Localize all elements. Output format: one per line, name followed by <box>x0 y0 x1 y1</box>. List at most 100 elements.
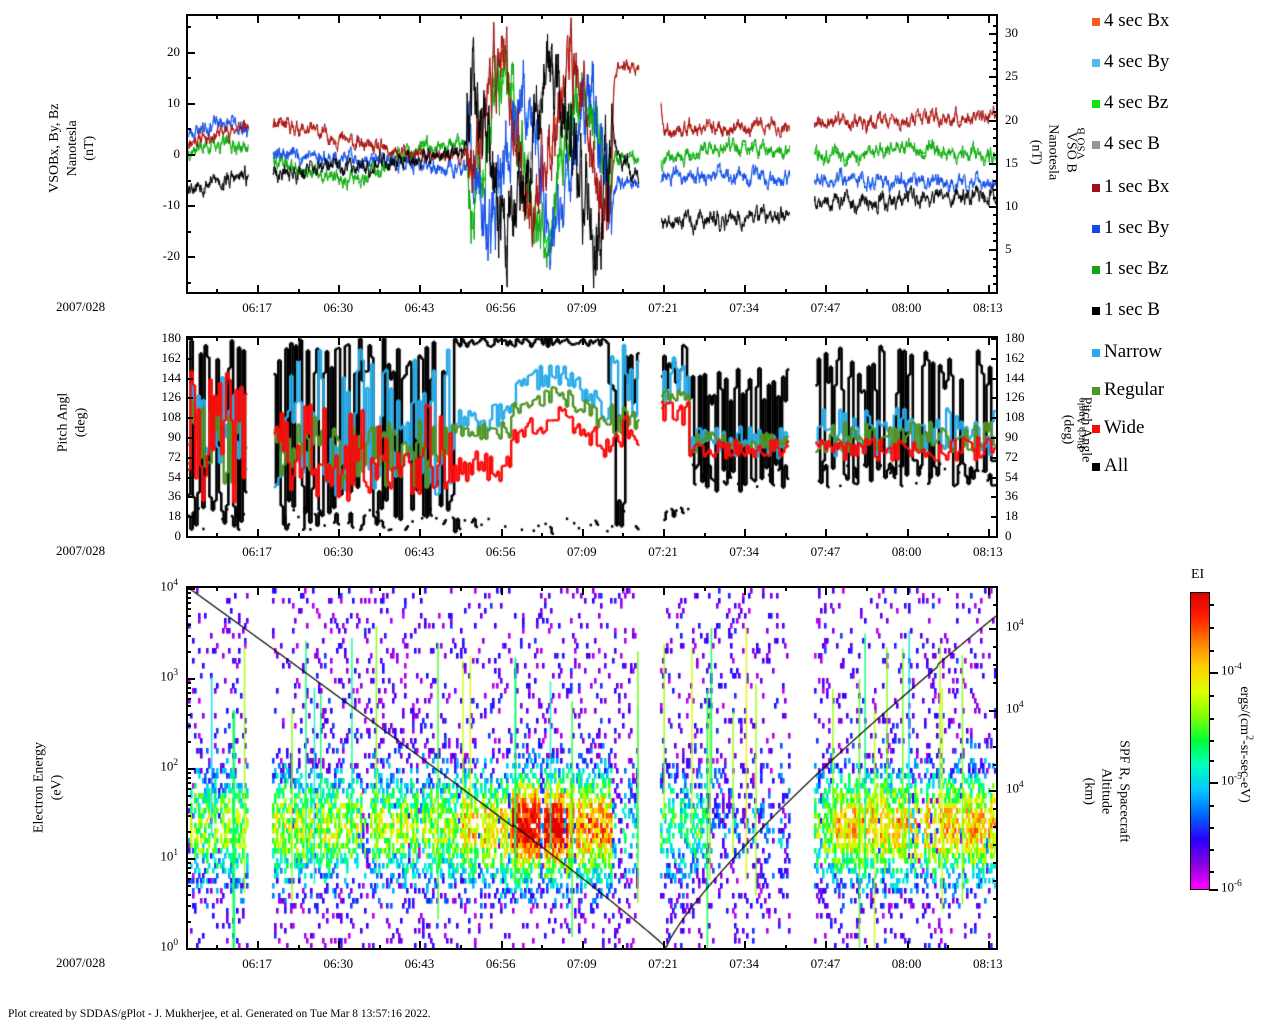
y-axis-tick <box>186 397 193 399</box>
y-axis-tick-label-right: 25 <box>1005 68 1018 83</box>
y-axis-minor-tick-right <box>993 862 998 864</box>
x-axis-tick <box>257 586 260 595</box>
y-axis-minor-tick <box>186 128 191 130</box>
y-axis-tick-label: 144 <box>161 370 182 385</box>
colorbar-tick <box>1209 782 1218 784</box>
x-axis-tick-label: 06:56 <box>485 544 516 559</box>
x-axis-tick-label: 08:13 <box>972 300 1003 315</box>
y-axis-minor-tick <box>186 872 191 874</box>
x-axis-tick-label: 06:30 <box>323 544 354 559</box>
colorbar-minor-tick <box>1209 849 1214 851</box>
y-axis-minor-tick <box>186 815 191 817</box>
y-axis-tick <box>186 477 193 479</box>
colorbar-minor-tick <box>1209 760 1214 762</box>
y-axis-minor-tick <box>186 878 191 880</box>
y-axis-tick <box>186 378 193 380</box>
y-axis-tick-label: 90 <box>168 429 181 444</box>
spectrogram-date-label: 2007/028 <box>56 955 106 970</box>
x-axis-minor-tick <box>865 289 868 294</box>
legend-label[interactable]: 4 sec Bz <box>1104 92 1169 113</box>
y-axis-tick-label: 126 <box>161 389 182 404</box>
legend-label[interactable]: 4 sec By <box>1104 51 1170 72</box>
y-axis-minor-tick-right <box>993 68 998 70</box>
y-axis-tick-right <box>989 710 998 712</box>
x-axis-tick <box>338 529 341 538</box>
x-axis-minor-tick <box>784 289 787 294</box>
x-axis-minor-tick <box>622 14 625 19</box>
y-axis-minor-tick <box>186 698 191 700</box>
x-axis-tick <box>744 529 747 538</box>
x-axis-minor-tick <box>703 336 706 341</box>
y-axis-tick-label: 101 <box>160 848 178 864</box>
y-axis-minor-tick <box>186 682 191 684</box>
spectrogram-y-axis-title: Electron Energy (eV) <box>31 741 65 834</box>
x-axis-minor-tick <box>297 533 300 538</box>
x-axis-minor-tick <box>703 289 706 294</box>
y-axis-tick <box>186 678 195 680</box>
x-axis-tick-label: 06:56 <box>485 956 516 971</box>
legend-label[interactable]: Wide <box>1104 417 1145 438</box>
y-axis-minor-tick <box>186 635 191 637</box>
x-axis-minor-tick <box>216 289 219 294</box>
y-axis-minor-tick-right <box>993 128 998 130</box>
legend-label[interactable]: 1 sec Bx <box>1104 176 1170 197</box>
y-axis-tick <box>186 536 193 538</box>
x-axis-minor-tick <box>541 289 544 294</box>
legend-label[interactable]: 1 sec Bz <box>1104 258 1169 279</box>
x-axis-tick <box>500 941 503 950</box>
pitch-angle-y-axis-title: Pitch Angl (deg) <box>55 392 89 453</box>
y-axis-tick <box>186 256 195 258</box>
y-axis-tick-label: 36 <box>168 488 181 503</box>
legend-swatch <box>1092 307 1100 315</box>
y-axis-tick <box>186 205 195 207</box>
x-axis-tick-label: 06:43 <box>404 300 435 315</box>
legend-label[interactable]: Narrow <box>1104 341 1163 362</box>
colorbar-minor-tick <box>1209 627 1214 629</box>
y-axis-minor-tick-right <box>993 826 998 828</box>
y-axis-tick-right <box>991 477 998 479</box>
y-axis-minor-tick-right <box>993 746 998 748</box>
y-axis-minor-tick-right <box>993 180 998 182</box>
x-axis-minor-tick <box>216 336 219 341</box>
y-axis-minor-tick-right <box>993 154 998 156</box>
colorbar-minor-tick <box>1209 695 1214 697</box>
y-axis-tick-label-right: 108 <box>1005 409 1025 424</box>
y-axis-minor-tick-right <box>993 197 998 199</box>
y-axis-tick-label: 72 <box>168 449 181 464</box>
y-axis-tick-label: 180 <box>161 330 182 345</box>
y-axis-minor-tick <box>186 651 191 653</box>
y-axis-minor-tick <box>186 772 191 774</box>
legend-label[interactable]: 4 sec Bx <box>1104 10 1170 31</box>
colorbar-minor-tick <box>1209 805 1214 807</box>
x-axis-tick <box>825 14 828 23</box>
x-axis-tick-label: 06:17 <box>242 956 272 971</box>
x-axis-tick <box>257 285 260 294</box>
spectrogram-y-axis-title-right: SPF R, Spacecraft Altitude (km) <box>1081 740 1132 843</box>
x-axis-tick-label: 06:30 <box>323 300 354 315</box>
legend-label[interactable]: Regular <box>1104 379 1165 400</box>
x-axis-minor-tick <box>297 945 300 950</box>
x-axis-tick <box>500 336 503 345</box>
legend-label[interactable]: 1 sec B <box>1104 299 1160 320</box>
x-axis-minor-tick <box>865 945 868 950</box>
y-axis-minor-tick <box>186 714 191 716</box>
y-axis-tick-label-right: 36 <box>1005 488 1018 503</box>
legend-label[interactable]: 1 sec By <box>1104 217 1170 238</box>
y-axis-tick-right <box>989 249 998 251</box>
legend-swatch <box>1092 266 1100 274</box>
y-axis-tick-right <box>991 378 998 380</box>
x-axis-tick <box>987 586 990 595</box>
x-axis-tick <box>581 14 584 23</box>
x-axis-tick <box>581 941 584 950</box>
colorbar-minor-tick <box>1209 718 1214 720</box>
x-axis-tick-label: 07:09 <box>567 956 597 971</box>
y-axis-minor-tick-right <box>993 604 998 606</box>
legend-label[interactable]: All <box>1104 455 1129 476</box>
y-axis-minor-tick <box>186 867 191 869</box>
x-axis-minor-tick <box>622 336 625 341</box>
y-axis-tick-label-right: 90 <box>1005 429 1018 444</box>
x-axis-tick <box>987 14 990 23</box>
legend-label[interactable]: 4 sec B <box>1104 133 1160 154</box>
y-axis-tick-label: -20 <box>162 248 180 263</box>
y-axis-tick <box>186 858 195 860</box>
